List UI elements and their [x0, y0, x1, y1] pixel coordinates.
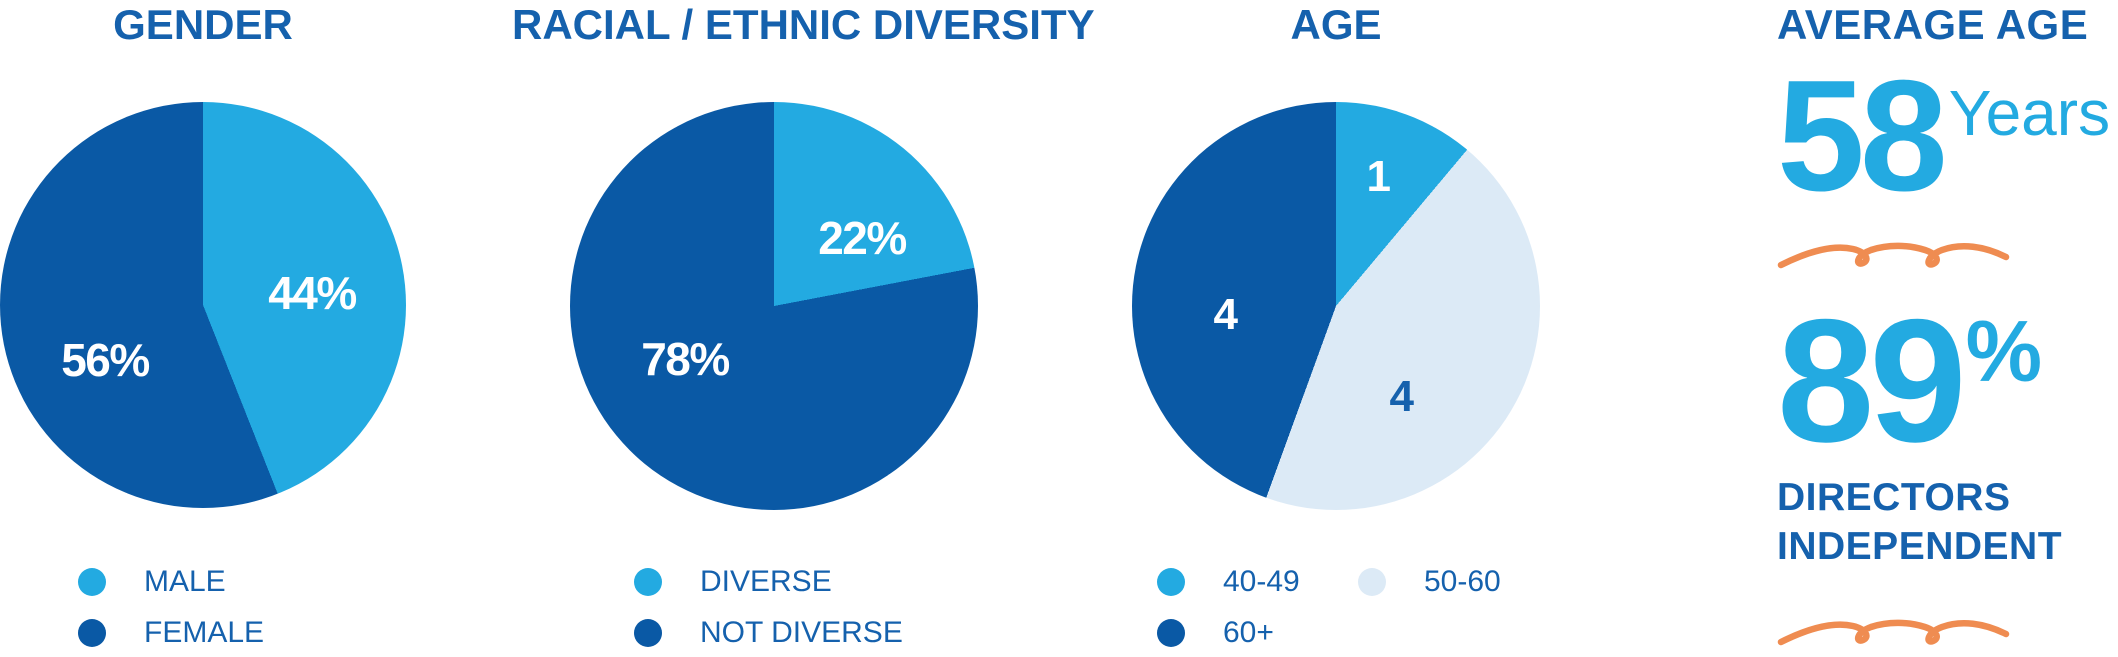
age-legend: 40-49 50-60 60+: [1157, 556, 1501, 657]
female-legend-label: FEMALE: [144, 615, 265, 649]
age-pie-chart: 1 4 4: [1132, 102, 1540, 510]
age-40-49-legend-dot-icon: [1157, 567, 1185, 596]
independent-percent-sign: %: [1965, 304, 2043, 400]
gender-chart-title: GENDER: [113, 1, 293, 48]
diversity-legend: DIVERSE NOT DIVERSE: [634, 556, 903, 657]
age-60-plus-legend-label: 60+: [1223, 615, 1274, 649]
female-legend-dot-icon: [78, 618, 106, 647]
age-40-49-slice-label: 1: [1366, 152, 1391, 201]
age-60-plus-slice-label: 4: [1213, 290, 1238, 339]
gender-legend: MALE FEMALE: [78, 556, 264, 657]
diversity-pie-chart: 22% 78%: [570, 102, 978, 510]
diversity-chart-title: RACIAL / ETHNIC DIVERSITY: [512, 1, 1095, 48]
orange-squiggle-divider-icon: [1777, 242, 2010, 269]
average-age-stat: 58 Years: [1777, 57, 2110, 215]
legend-item-not-diverse: NOT DIVERSE: [634, 607, 903, 657]
average-age-title: AVERAGE AGE: [1777, 1, 2089, 48]
gender-pie-chart: 44% 56%: [0, 102, 406, 508]
independent-caption: DIRECTORS INDEPENDENT: [1777, 473, 2062, 571]
male-legend-dot-icon: [78, 567, 106, 596]
age-50-60-legend-label: 50-60: [1424, 564, 1501, 598]
independent-stat: 89 %: [1777, 294, 2042, 469]
legend-item-40-49: 40-49: [1157, 556, 1358, 607]
age-60-plus-legend-dot-icon: [1157, 618, 1185, 647]
legend-item-female: FEMALE: [78, 607, 264, 657]
age-chart-title: AGE: [1290, 1, 1382, 48]
independent-value: 89: [1777, 284, 1967, 479]
age-50-60-slice-label: 4: [1389, 372, 1414, 421]
legend-item-diverse: DIVERSE: [634, 556, 903, 607]
legend-item-50-60: 50-60: [1358, 556, 1501, 607]
diverse-slice-label: 22%: [818, 212, 907, 264]
independent-caption-line1: DIRECTORS: [1777, 476, 2011, 519]
average-age-value: 58: [1777, 48, 1948, 224]
legend-item-male: MALE: [78, 556, 264, 607]
average-age-unit: Years: [1948, 77, 2111, 149]
male-legend-label: MALE: [144, 564, 226, 598]
age-50-60-legend-dot-icon: [1358, 567, 1386, 596]
not-diverse-slice-label: 78%: [641, 333, 730, 385]
not-diverse-legend-dot-icon: [634, 618, 662, 647]
legend-item-60-plus: 60+: [1157, 607, 1358, 657]
gender-female-slice-label: 56%: [61, 334, 150, 386]
age-40-49-legend-label: 40-49: [1223, 564, 1300, 598]
diverse-legend-label: DIVERSE: [700, 564, 832, 598]
orange-squiggle-divider-icon: [1777, 619, 2010, 646]
independent-caption-line2: INDEPENDENT: [1777, 525, 2063, 568]
diverse-legend-dot-icon: [634, 567, 662, 596]
gender-male-slice-label: 44%: [268, 267, 357, 319]
not-diverse-legend-label: NOT DIVERSE: [700, 615, 903, 649]
